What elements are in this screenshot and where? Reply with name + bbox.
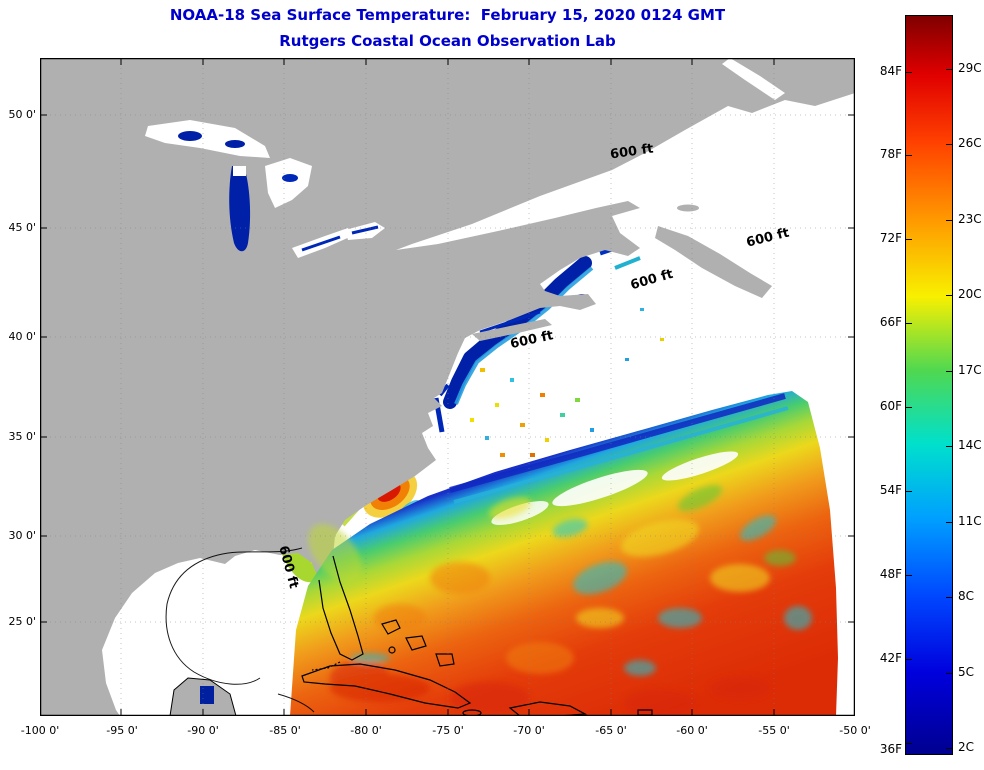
- axis-ticks: [40, 58, 855, 716]
- colorbar-tick: [906, 743, 912, 744]
- colorbar-tick: [946, 69, 952, 70]
- x-tick-label: -95 0': [106, 724, 138, 737]
- bathymetry-contour: [165, 547, 315, 713]
- colorbar-tick: [946, 144, 952, 145]
- long-island: [472, 319, 552, 341]
- colorbar-c-label: 5C: [958, 665, 975, 679]
- x-tick-label: -65 0': [595, 724, 627, 737]
- colorbar-tick: [906, 323, 912, 324]
- colorbar-c-label: 11C: [958, 514, 982, 528]
- x-tick-label: -70 0': [513, 724, 545, 737]
- colorbar-tick: [946, 371, 952, 372]
- colorbar-f-label: 48F: [879, 567, 902, 581]
- colorbar-tick: [906, 491, 912, 492]
- colorbar-tick: [906, 659, 912, 660]
- y-tick-label: 45 0': [8, 221, 36, 234]
- colorbar-c-label: 29C: [958, 61, 982, 75]
- nova-scotia: [655, 226, 772, 298]
- colorbar-tick: [906, 72, 912, 73]
- colorbar-f-label: 60F: [879, 399, 902, 413]
- florida-keys-outline: [311, 661, 341, 671]
- x-tick-label: -80 0': [350, 724, 382, 737]
- colorbar-f-label: 42F: [879, 651, 902, 665]
- scattered-sst-specks: [470, 308, 664, 457]
- bahamas-outline: [435, 653, 455, 667]
- colorbar-f-label: 84F: [879, 64, 902, 78]
- colorbar-f-label: 72F: [879, 231, 902, 245]
- cuba-outline: [301, 663, 472, 709]
- colorbar-tick: [906, 575, 912, 576]
- temperature-colorbar: [905, 15, 953, 755]
- x-tick-label: -100 0': [20, 724, 60, 737]
- island-outlines: [301, 555, 653, 717]
- sst-swath: [200, 391, 838, 717]
- plot-subtitle: Rutgers Coastal Ocean Observation Lab: [279, 32, 616, 50]
- x-tick-label: -85 0': [269, 724, 301, 737]
- colorbar-tick: [906, 155, 912, 156]
- prince-edward-island: [677, 204, 699, 212]
- colorbar-c-label: 17C: [958, 363, 982, 377]
- map-plot-area: 600 ft 600 ft 600 ft 600 ft 600 ft: [39, 57, 856, 717]
- colorbar-f-label: 54F: [879, 483, 902, 497]
- x-tick-label: -55 0': [758, 724, 790, 737]
- colorbar-c-label: 26C: [958, 136, 982, 150]
- colorbar-c-label: 2C: [958, 740, 975, 754]
- x-tick-label: -50 0': [839, 724, 871, 737]
- colorbar-f-label: 36F: [879, 742, 902, 756]
- colorbar-tick: [946, 597, 952, 598]
- bahamas-outline: [388, 646, 396, 654]
- colorbar-tick: [946, 295, 952, 296]
- y-tick-label: 35 0': [8, 430, 36, 443]
- bahamas-outline: [405, 635, 427, 651]
- colorbar-c-label: 14C: [958, 438, 982, 452]
- plot-title: NOAA-18 Sea Surface Temperature: Februar…: [169, 6, 726, 24]
- anticosti-island: [639, 117, 671, 127]
- south-florida-outline: [318, 555, 364, 661]
- colorbar-tick: [946, 220, 952, 221]
- colorbar-f-label: 78F: [879, 147, 902, 161]
- colorbar-tick: [946, 446, 952, 447]
- great-lakes: [145, 120, 385, 630]
- y-tick-label: 25 0': [8, 615, 36, 628]
- contour-label-gulf-st-lawrence: 600 ft: [609, 142, 654, 163]
- colorbar-tick: [946, 748, 952, 749]
- sst-map-canvas: 600 ft 600 ft 600 ft 600 ft 600 ft: [39, 57, 856, 717]
- x-tick-label: -90 0': [187, 724, 219, 737]
- x-tick-label: -75 0': [432, 724, 464, 737]
- bahamas-outline: [381, 619, 401, 635]
- graticule: [40, 58, 855, 716]
- y-tick-label: 50 0': [8, 108, 36, 121]
- strait-of-belle-isle: [722, 58, 785, 100]
- colorbar-c-label: 8C: [958, 589, 975, 603]
- y-tick-label: 30 0': [8, 529, 36, 542]
- colorbar-c-label: 20C: [958, 287, 982, 301]
- colorbar-tick: [906, 239, 912, 240]
- y-tick-label: 40 0': [8, 330, 36, 343]
- colorbar-c-label: 23C: [958, 212, 982, 226]
- x-tick-label: -60 0': [676, 724, 708, 737]
- colorbar-f-label: 66F: [879, 315, 902, 329]
- colorbar-tick: [906, 407, 912, 408]
- colorbar-tick: [946, 522, 952, 523]
- data-artifact-patch: [200, 686, 214, 704]
- colorbar-tick: [946, 673, 952, 674]
